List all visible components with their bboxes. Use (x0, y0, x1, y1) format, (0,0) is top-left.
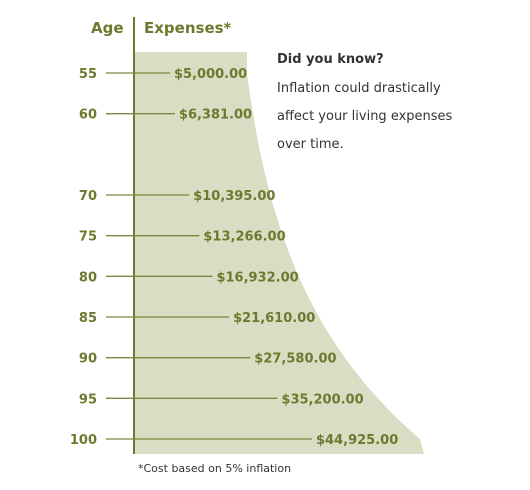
age-label: 55 (79, 67, 97, 82)
expense-value-label: $5,000.00 (174, 67, 247, 82)
expense-value-label: $21,610.00 (233, 311, 315, 326)
age-header: Age (91, 19, 124, 37)
callout-title: Did you know? (277, 52, 384, 67)
expense-value-label: $10,395.00 (193, 189, 275, 204)
age-label: 70 (79, 189, 97, 204)
expenses-header: Expenses* (144, 19, 232, 37)
age-label: 75 (79, 230, 97, 245)
callout-line-1: Inflation could drastically (277, 81, 441, 96)
expense-value-label: $6,381.00 (179, 108, 252, 123)
expense-value-label: $44,925.00 (316, 433, 398, 448)
age-label: 80 (79, 270, 97, 285)
age-label: 90 (79, 352, 97, 367)
age-label: 60 (79, 108, 97, 123)
callout-line-2: affect your living expenses (277, 109, 453, 124)
expense-area (134, 52, 424, 454)
expense-value-label: $27,580.00 (254, 352, 336, 367)
age-label: 95 (79, 392, 97, 407)
callout-line-3: over time. (277, 137, 344, 152)
age-label: 85 (79, 311, 97, 326)
expense-value-label: $13,266.00 (203, 230, 285, 245)
rows-group: 55 $5,000.00 60 $6,381.00 70 $10,395.00 75 $13,… (70, 67, 398, 448)
age-label: 100 (70, 433, 97, 448)
footnote: *Cost based on 5% inflation (138, 462, 291, 475)
expense-value-label: $16,932.00 (216, 270, 298, 285)
expense-value-label: $35,200.00 (281, 392, 363, 407)
